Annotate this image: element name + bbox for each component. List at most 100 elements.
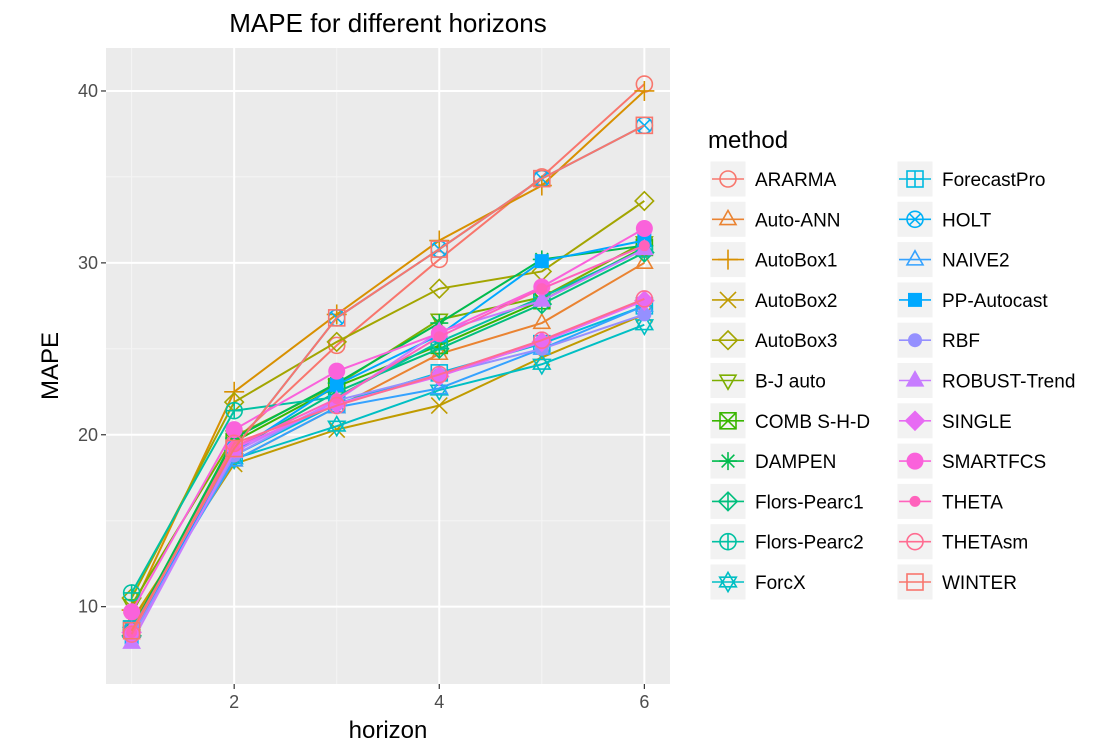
legend-marker (719, 291, 737, 309)
legend-label: NAIVE2 (942, 251, 1010, 272)
legend-item: WINTER (896, 563, 1017, 601)
data-point (433, 331, 445, 343)
x-tick-label: 6 (639, 692, 649, 712)
legend-marker (908, 292, 922, 307)
legend-label: PP-Autocast (942, 291, 1048, 312)
legend-item: SINGLE (896, 402, 1012, 440)
data-point (533, 331, 551, 350)
data-point (634, 190, 655, 212)
data-point (428, 278, 450, 299)
data-point (532, 290, 552, 307)
legend-item: Flors-Pearc2 (709, 523, 864, 561)
legend-marker (905, 249, 925, 266)
legend-item: PP-Autocast (896, 281, 1048, 319)
legend-marker (904, 410, 926, 432)
x-axis-title: horizon (349, 717, 428, 744)
legend-marker (905, 370, 925, 387)
legend-item: B-J auto (709, 362, 826, 399)
series-lines (121, 75, 655, 649)
data-point (225, 439, 243, 458)
series-thetasm (122, 290, 654, 643)
chart-title: MAPE for different horizons (229, 8, 546, 38)
legend-marker (719, 452, 737, 471)
data-point (430, 396, 448, 415)
legend-label: THETA (942, 492, 1003, 513)
data-point (634, 80, 655, 101)
data-point (635, 290, 654, 308)
data-point (532, 312, 552, 330)
series-line (130, 248, 645, 644)
data-point (429, 377, 449, 395)
data-point (331, 393, 343, 405)
legend-item: AutoBox2 (709, 281, 837, 319)
legend-label: SINGLE (942, 412, 1012, 433)
legend: method ARARMA Auto-ANN AutoBox1 AutoBox2 Aut… (708, 127, 1075, 601)
legend-label: AutoBox3 (755, 331, 837, 352)
axes: 10 20 30 40 2 4 6 (78, 81, 649, 712)
legend-item: HOLT (896, 200, 992, 238)
legend-marker (719, 532, 737, 551)
data-point (637, 307, 652, 322)
series-line (130, 304, 645, 632)
legend-item: Auto-ANN (709, 200, 841, 238)
series-winter (122, 116, 654, 640)
legend-label: COMB S-H-D (755, 412, 870, 433)
legend-marker (718, 208, 738, 226)
legend-marker (719, 411, 737, 430)
data-point (327, 396, 346, 415)
legend-item: AutoBox1 (709, 241, 837, 279)
legend-item: RBF (896, 321, 980, 359)
legend-item: ForecastPro (896, 160, 1045, 198)
y-tick-label: 10 (78, 597, 98, 617)
series-line (130, 227, 645, 613)
legend-item: ARARMA (709, 160, 837, 198)
legend-label: THETAsm (942, 533, 1028, 554)
legend-item: ForcX (709, 563, 806, 601)
data-point (430, 240, 449, 258)
x-tick-label: 2 (229, 692, 239, 712)
data-point (634, 252, 654, 269)
legend-marker (906, 452, 924, 470)
data-point (327, 414, 347, 438)
legend-marker (906, 573, 924, 591)
legend-item: NAIVE2 (896, 241, 1010, 279)
legend-label: RBF (942, 331, 980, 352)
legend-marker (718, 570, 738, 594)
legend-marker (718, 374, 738, 391)
legend-title: method (708, 127, 788, 154)
legend-item: AutoBox3 (709, 321, 837, 359)
data-point (531, 331, 553, 353)
legend-marker (908, 333, 922, 348)
data-point (430, 250, 449, 269)
legend-item: Flors-Pearc1 (709, 482, 864, 520)
data-point (122, 584, 141, 602)
y-axis-title: MAPE (37, 332, 64, 400)
legend-item: SMARTFCS (896, 442, 1046, 480)
legend-label: Auto-ANN (755, 210, 841, 231)
legend-item: THETAsm (896, 523, 1028, 561)
data-point (123, 603, 141, 621)
y-tick-label: 40 (78, 81, 98, 101)
x-tick-label: 4 (434, 692, 444, 712)
legend-label: Flors-Pearc2 (755, 533, 864, 554)
data-point (533, 169, 551, 188)
legend-item: DAMPEN (709, 442, 836, 480)
legend-label: ForcX (755, 573, 806, 594)
data-point (430, 365, 449, 384)
data-point (225, 401, 243, 420)
legend-label: AutoBox1 (755, 251, 837, 272)
data-point (327, 336, 346, 355)
data-point (638, 240, 650, 252)
legend-label: SMARTFCS (942, 452, 1046, 473)
legend-label: Flors-Pearc1 (755, 492, 864, 513)
data-point (326, 331, 348, 353)
data-point (635, 116, 654, 135)
data-point (635, 219, 653, 237)
legend-marker (906, 210, 924, 229)
data-point (429, 343, 449, 361)
legend-marker (906, 532, 924, 551)
data-point (534, 254, 549, 269)
data-point (328, 362, 346, 380)
legend-marker (718, 249, 738, 270)
